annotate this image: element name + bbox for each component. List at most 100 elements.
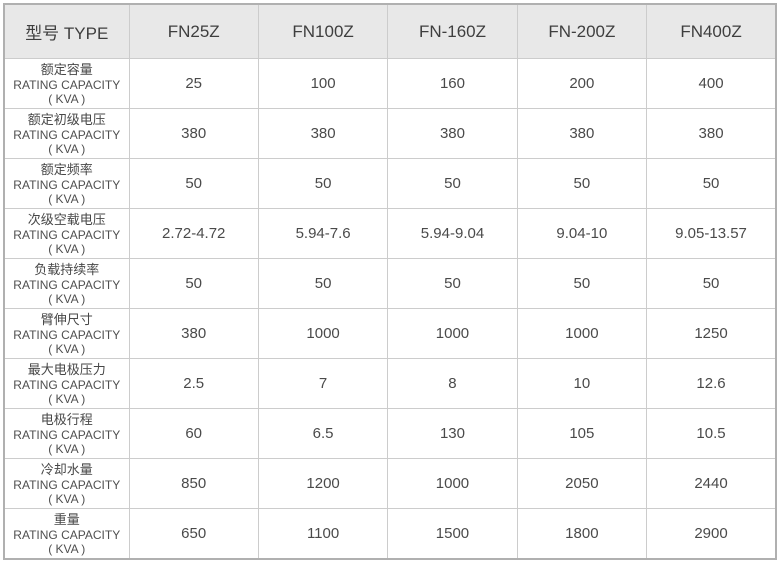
value-cell: 2050 bbox=[516, 458, 648, 509]
value-cell: 1800 bbox=[516, 508, 648, 560]
row-label-unit: ( KVA ) bbox=[48, 242, 86, 256]
value-cell: 6.5 bbox=[257, 408, 389, 459]
table-row: 额定频率 RATING CAPACITY( KVA ) 50 50 50 50 50 bbox=[3, 158, 777, 209]
row-label-chinese: 额定容量 bbox=[40, 62, 93, 77]
value-cell: 1000 bbox=[257, 308, 389, 359]
row-label-unit: ( KVA ) bbox=[48, 92, 86, 106]
value-cell: 380 bbox=[128, 108, 259, 159]
header-model: FN25Z bbox=[128, 3, 259, 59]
value-cell: 850 bbox=[128, 458, 259, 509]
row-label-unit: ( KVA ) bbox=[48, 142, 86, 156]
row-label-cell: 额定容量 RATING CAPACITY( KVA ) bbox=[3, 58, 130, 109]
row-label-english: RATING CAPACITY bbox=[13, 228, 121, 242]
row-label-unit: ( KVA ) bbox=[48, 342, 86, 356]
header-model: FN400Z bbox=[646, 3, 777, 59]
value-cell: 50 bbox=[646, 158, 777, 209]
table-row: 重量 RATING CAPACITY( KVA ) 650 1100 1500 1800 2… bbox=[3, 508, 777, 560]
value-cell: 5.94-7.6 bbox=[257, 208, 389, 259]
value-cell: 5.94-9.04 bbox=[387, 208, 518, 259]
value-cell: 1200 bbox=[257, 458, 389, 509]
value-cell: 12.6 bbox=[646, 358, 777, 409]
row-label-unit: ( KVA ) bbox=[48, 492, 86, 506]
row-label-chinese: 额定初级电压 bbox=[27, 112, 106, 127]
row-label-chinese: 次级空载电压 bbox=[27, 212, 106, 227]
row-label-english: RATING CAPACITY bbox=[13, 178, 121, 192]
value-cell: 50 bbox=[128, 258, 259, 309]
value-cell: 200 bbox=[516, 58, 648, 109]
page: 型号 TYPE FN25Z FN100Z FN-160Z FN-200Z FN400Z … bbox=[3, 3, 777, 560]
row-label-unit: ( KVA ) bbox=[48, 292, 86, 306]
value-cell: 50 bbox=[387, 158, 518, 209]
row-label-english: RATING CAPACITY bbox=[13, 78, 121, 92]
value-cell: 650 bbox=[128, 508, 259, 560]
table-row: 电极行程 RATING CAPACITY( KVA ) 60 6.5 130 105 10.… bbox=[3, 408, 777, 459]
table-row: 臂伸尺寸 RATING CAPACITY( KVA ) 380 1000 1000 100… bbox=[3, 308, 777, 359]
value-cell: 105 bbox=[516, 408, 648, 459]
value-cell: 10.5 bbox=[646, 408, 777, 459]
row-label-chinese: 负载持续率 bbox=[34, 262, 100, 277]
value-cell: 60 bbox=[128, 408, 259, 459]
value-cell: 50 bbox=[128, 158, 259, 209]
row-label-cell: 次级空载电压 RATING CAPACITY( KVA ) bbox=[3, 208, 130, 259]
value-cell: 380 bbox=[516, 108, 648, 159]
value-cell: 400 bbox=[646, 58, 777, 109]
row-label-chinese: 最大电极压力 bbox=[27, 362, 106, 377]
value-cell: 25 bbox=[128, 58, 259, 109]
value-cell: 10 bbox=[516, 358, 648, 409]
value-cell: 8 bbox=[387, 358, 518, 409]
row-label-chinese: 额定频率 bbox=[40, 162, 93, 177]
value-cell: 380 bbox=[257, 108, 389, 159]
header-model: FN-200Z bbox=[516, 3, 648, 59]
header-type-label: 型号 TYPE bbox=[3, 3, 130, 59]
row-label-english: RATING CAPACITY bbox=[13, 328, 121, 342]
value-cell: 2440 bbox=[646, 458, 777, 509]
row-label-english: RATING CAPACITY bbox=[13, 478, 121, 492]
row-label-unit: ( KVA ) bbox=[48, 392, 86, 406]
table-row: 额定容量 RATING CAPACITY( KVA ) 25 100 160 200 400 bbox=[3, 58, 777, 109]
row-label-english: RATING CAPACITY bbox=[13, 378, 121, 392]
row-label-unit: ( KVA ) bbox=[48, 442, 86, 456]
header-model: FN-160Z bbox=[387, 3, 518, 59]
value-cell: 9.05-13.57 bbox=[646, 208, 777, 259]
value-cell: 160 bbox=[387, 58, 518, 109]
row-label-cell: 臂伸尺寸 RATING CAPACITY( KVA ) bbox=[3, 308, 130, 359]
row-label-chinese: 臂伸尺寸 bbox=[40, 312, 93, 327]
value-cell: 50 bbox=[387, 258, 518, 309]
table-row: 冷却水量 RATING CAPACITY( KVA ) 850 1200 1000 205… bbox=[3, 458, 777, 509]
value-cell: 7 bbox=[257, 358, 389, 409]
spec-table: 型号 TYPE FN25Z FN100Z FN-160Z FN-200Z FN400Z … bbox=[3, 3, 777, 560]
row-label-english: RATING CAPACITY bbox=[13, 428, 121, 442]
row-label-chinese: 重量 bbox=[53, 512, 80, 527]
value-cell: 50 bbox=[646, 258, 777, 309]
table-row: 额定初级电压 RATING CAPACITY( KVA ) 380 380 380 380… bbox=[3, 108, 777, 159]
value-cell: 1500 bbox=[387, 508, 518, 560]
value-cell: 1000 bbox=[387, 308, 518, 359]
table-row: 负载持续率 RATING CAPACITY( KVA ) 50 50 50 50 50 bbox=[3, 258, 777, 309]
table-row: 次级空载电压 RATING CAPACITY( KVA ) 2.72-4.72 5.9… bbox=[3, 208, 777, 259]
value-cell: 50 bbox=[516, 158, 648, 209]
value-cell: 2900 bbox=[646, 508, 777, 560]
value-cell: 100 bbox=[257, 58, 389, 109]
value-cell: 2.5 bbox=[128, 358, 259, 409]
row-label-cell: 最大电极压力 RATING CAPACITY( KVA ) bbox=[3, 358, 130, 409]
row-label-unit: ( KVA ) bbox=[48, 192, 86, 206]
row-label-chinese: 电极行程 bbox=[40, 412, 93, 427]
row-label-cell: 重量 RATING CAPACITY( KVA ) bbox=[3, 508, 130, 560]
row-label-chinese: 冷却水量 bbox=[40, 462, 93, 477]
row-label-unit: ( KVA ) bbox=[48, 542, 86, 556]
row-label-english: RATING CAPACITY bbox=[13, 128, 121, 142]
row-label-cell: 额定初级电压 RATING CAPACITY( KVA ) bbox=[3, 108, 130, 159]
value-cell: 50 bbox=[257, 158, 389, 209]
value-cell: 50 bbox=[516, 258, 648, 309]
value-cell: 1000 bbox=[387, 458, 518, 509]
row-label-english: RATING CAPACITY bbox=[13, 278, 121, 292]
row-label-cell: 额定频率 RATING CAPACITY( KVA ) bbox=[3, 158, 130, 209]
value-cell: 130 bbox=[387, 408, 518, 459]
value-cell: 1000 bbox=[516, 308, 648, 359]
row-label-cell: 负载持续率 RATING CAPACITY( KVA ) bbox=[3, 258, 130, 309]
value-cell: 380 bbox=[646, 108, 777, 159]
value-cell: 50 bbox=[257, 258, 389, 309]
row-label-cell: 冷却水量 RATING CAPACITY( KVA ) bbox=[3, 458, 130, 509]
value-cell: 380 bbox=[128, 308, 259, 359]
row-label-english: RATING CAPACITY bbox=[13, 528, 121, 542]
